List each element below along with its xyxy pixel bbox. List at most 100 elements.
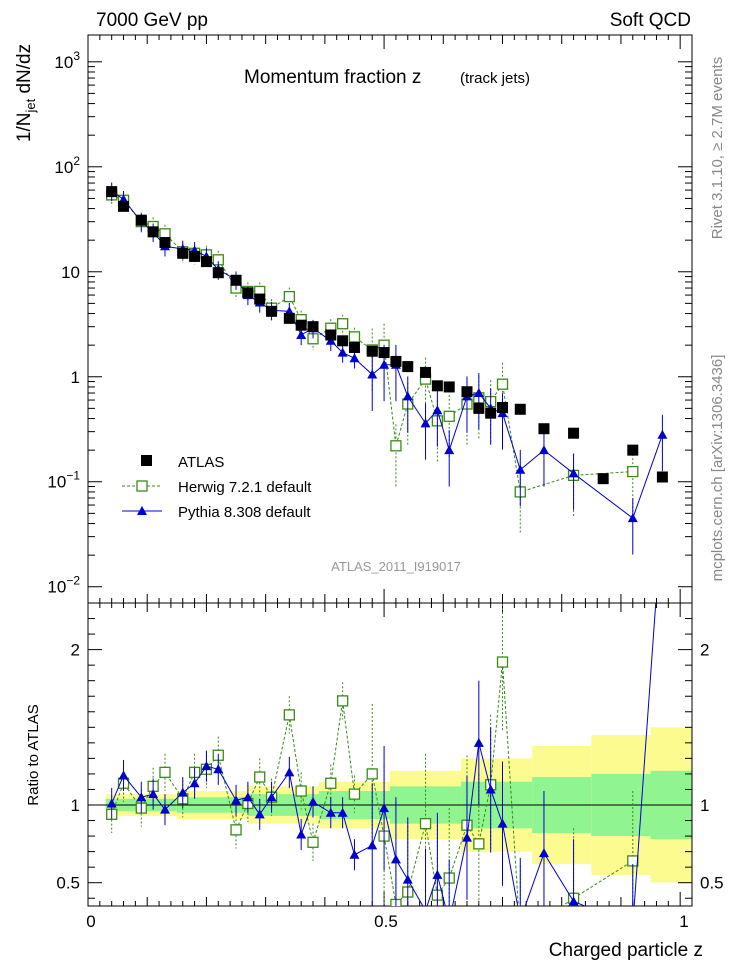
atlas-point <box>295 319 307 331</box>
plot-frames <box>87 34 693 907</box>
main-panel-series <box>106 182 668 555</box>
atlas-point <box>420 366 432 378</box>
ratio-pythia-point <box>538 848 549 858</box>
ratio-pythia-point <box>390 854 401 864</box>
atlas-point <box>230 274 242 286</box>
ratio-pythia-point <box>308 796 319 806</box>
atlas-point <box>135 214 147 226</box>
herwig-point <box>627 465 639 478</box>
atlas-point <box>485 407 497 419</box>
herwig-point <box>348 331 361 343</box>
legend-herwig-label: Herwig 7.2.1 default <box>178 479 312 496</box>
x-tick-label-1: 1 <box>679 912 688 931</box>
pythia-point <box>337 347 348 357</box>
ratio-y-tick-label: 2 <box>71 641 80 660</box>
pythia-point <box>296 329 307 339</box>
atlas-point <box>390 355 402 367</box>
atlas-point <box>568 427 580 439</box>
ratio-pythia-point <box>497 818 508 828</box>
ratio-pythia-point <box>148 789 159 799</box>
atlas-point <box>337 335 349 347</box>
ratio-panel-frame <box>87 602 693 907</box>
ratio-herwig-point <box>283 709 295 721</box>
pythia-point <box>473 388 484 398</box>
ratio-herwig-point <box>496 656 509 668</box>
atlas-point <box>402 361 414 373</box>
ratio-herwig-point <box>295 785 307 797</box>
ratio-herwig-point <box>515 931 525 941</box>
atlas-point <box>212 267 224 279</box>
main-y-tick-label: 10 <box>61 263 80 282</box>
ratio-pythia-point <box>136 792 147 802</box>
atlas-point <box>177 247 189 259</box>
atlas-point <box>200 256 212 268</box>
ratio-pythia-point <box>159 804 170 814</box>
ratio-y-tick-label: 0.5 <box>56 874 80 893</box>
ratio-pythia-point <box>515 915 525 924</box>
rivet-version-label: Rivet 3.1.10, ≥ 2.7M events <box>709 57 726 240</box>
atlas-point <box>461 386 473 398</box>
atlas-point <box>254 293 266 305</box>
ratio-pythia-point <box>325 807 336 817</box>
pythia-point <box>420 418 431 428</box>
pythia-point <box>515 464 526 474</box>
ratio-pythia-point <box>337 807 348 817</box>
atlas-point <box>189 250 201 262</box>
ratio-pythia-point <box>201 761 212 771</box>
ratio-pythia-point <box>213 764 224 774</box>
ratio-panel-series <box>106 603 657 941</box>
x-tick-label-0: 0 <box>86 912 95 931</box>
pythia-point <box>444 445 455 455</box>
main-y-axis-label: 1/Njet dN/dz <box>14 44 38 142</box>
ratio-pythia-point <box>628 921 638 930</box>
main-y-tick-label: 10−1 <box>47 469 80 492</box>
herwig-line <box>111 194 633 493</box>
pythia-point <box>367 369 378 379</box>
atlas-point <box>325 329 337 341</box>
atlas-point <box>597 473 609 485</box>
atlas-point <box>159 237 171 249</box>
pythia-point <box>538 445 549 455</box>
pythia-point <box>657 429 668 439</box>
ratio-pythia-point <box>402 874 413 884</box>
pythia-point <box>379 359 390 369</box>
legend-atlas-label: ATLAS <box>178 454 224 471</box>
atlas-point <box>627 444 639 456</box>
atlas-point <box>348 341 360 353</box>
main-y-tick-label: 1 <box>71 368 80 387</box>
main-y-tick-label: 102 <box>54 154 80 177</box>
atlas-point <box>473 402 485 414</box>
atlas-point <box>307 321 319 333</box>
axis-ticks: 10−2 10−1 1 10 102 103 0.5 0.5 1 1 2 2 <box>47 35 724 906</box>
x-axis-label: Charged particle z <box>549 940 703 961</box>
ratio-pythia-point <box>432 869 443 879</box>
ratio-pythia-point <box>189 778 200 788</box>
ratio-pythia-point <box>379 803 390 813</box>
atlas-point <box>283 312 295 324</box>
atlas-point <box>656 471 668 483</box>
ratio-y-axis-label: Ratio to ATLAS <box>25 704 42 805</box>
ratio-y-tick-label-right: 2 <box>700 641 709 660</box>
ratio-y-tick-label-right: 1 <box>700 796 709 815</box>
ratio-pythia-point <box>106 798 117 808</box>
ratio-herwig-point <box>336 695 349 707</box>
ratio-herwig-point <box>348 788 361 800</box>
ratio-pythia-point <box>242 792 253 802</box>
herwig-point <box>283 290 295 303</box>
ratio-pythia-point <box>568 896 579 906</box>
chart-title: Momentum fraction z <box>244 67 421 88</box>
legend-pythia-marker <box>137 506 147 515</box>
legend-atlas-marker <box>141 455 152 466</box>
ratio-herwig-point <box>325 777 337 789</box>
legend-herwig-marker <box>136 480 148 492</box>
main-y-tick-label: 10−2 <box>47 574 80 597</box>
atlas-point <box>378 347 390 359</box>
ratio-pythia-point <box>461 832 472 842</box>
atlas-point <box>497 401 509 413</box>
pythia-point <box>627 513 638 523</box>
pythia-point <box>349 353 360 363</box>
source-label: mcplots.cern.ch [arXiv:1306.3436] <box>709 355 726 582</box>
ratio-pythia-point <box>485 784 496 794</box>
herwig-point <box>443 410 455 422</box>
